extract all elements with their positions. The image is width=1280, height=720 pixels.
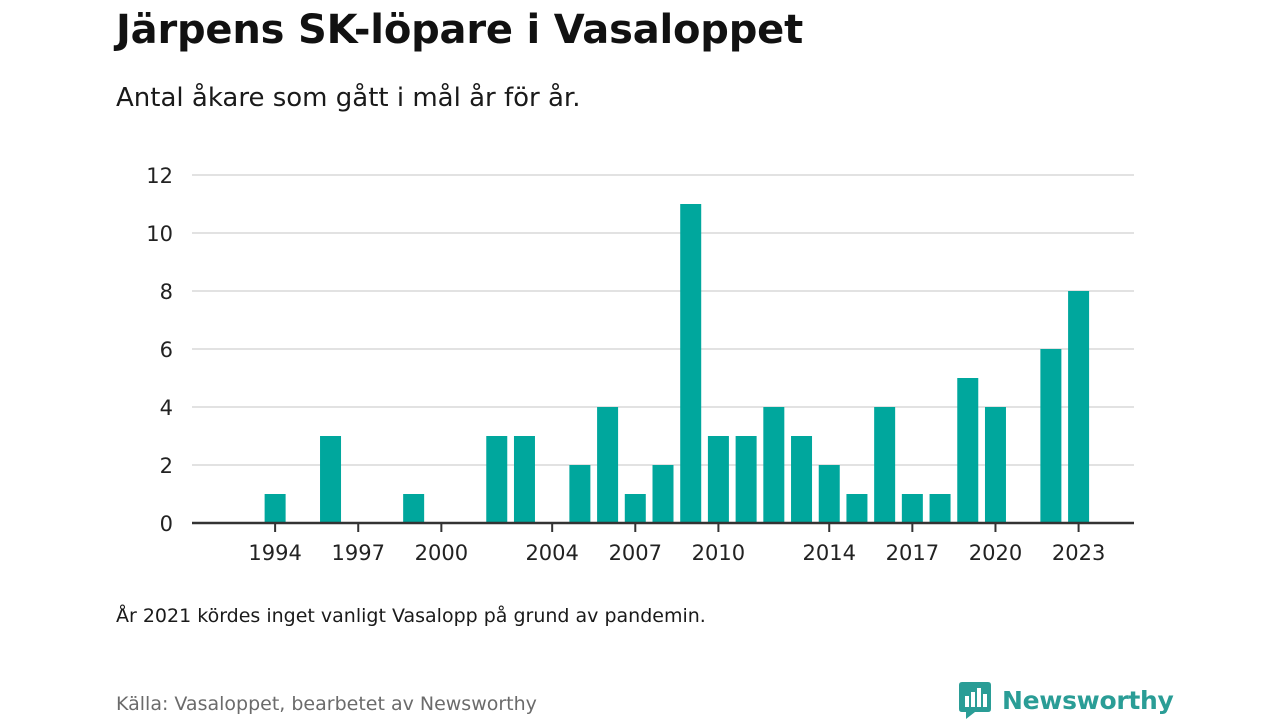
bar-2008 bbox=[652, 465, 674, 523]
x-tick-label-1994: 1994 bbox=[248, 541, 301, 565]
source-credit: Källa: Vasaloppet, bearbetet av Newswort… bbox=[116, 693, 537, 715]
bar-2018 bbox=[929, 494, 951, 523]
x-tick-label-2004: 2004 bbox=[525, 541, 578, 565]
y-tick-label-6: 6 bbox=[160, 338, 173, 362]
bar-2019 bbox=[957, 378, 979, 523]
bar-2009 bbox=[680, 204, 702, 523]
bar-2007 bbox=[624, 494, 646, 523]
footnote: År 2021 kördes inget vanligt Vasalopp på… bbox=[116, 605, 706, 627]
y-tick-label-2: 2 bbox=[160, 454, 173, 478]
bar-2015 bbox=[846, 494, 868, 523]
chart-subtitle: Antal åkare som gått i mål år för år. bbox=[116, 83, 581, 113]
bar-2023 bbox=[1068, 291, 1090, 523]
bars bbox=[264, 204, 1090, 523]
x-tick-label-2014: 2014 bbox=[803, 541, 856, 565]
bar-1994 bbox=[264, 494, 286, 523]
x-axis-ticks bbox=[274, 523, 1080, 532]
x-tick-label-2020: 2020 bbox=[969, 541, 1022, 565]
y-tick-label-8: 8 bbox=[160, 280, 173, 304]
bar-2011 bbox=[735, 436, 757, 523]
x-tick-label-2023: 2023 bbox=[1052, 541, 1105, 565]
bar-2017 bbox=[901, 494, 923, 523]
bar-2013 bbox=[791, 436, 813, 523]
bar-2012 bbox=[763, 407, 785, 523]
y-tick-label-10: 10 bbox=[146, 222, 173, 246]
x-tick-label-2007: 2007 bbox=[609, 541, 662, 565]
y-tick-label-12: 12 bbox=[146, 164, 173, 188]
newsworthy-logo-icon bbox=[959, 682, 991, 719]
bar-2016 bbox=[874, 407, 896, 523]
bar-2002 bbox=[486, 436, 508, 523]
bar-2006 bbox=[597, 407, 619, 523]
x-tick-label-2017: 2017 bbox=[886, 541, 939, 565]
x-tick-label-2000: 2000 bbox=[415, 541, 468, 565]
x-axis-labels: 1994 1997 2000 2004 2007 2010 2014 2017 2020 2023 bbox=[248, 541, 1105, 565]
bar-2020 bbox=[984, 407, 1006, 523]
bar-1999 bbox=[403, 494, 425, 523]
y-tick-label-4: 4 bbox=[160, 396, 173, 420]
bar-2003 bbox=[513, 436, 535, 523]
y-axis-labels: 0 2 4 6 8 10 12 bbox=[146, 164, 173, 536]
bar-chart: 0 2 4 6 8 10 12 1994 1997 2000 2004 2007 2010 2014 20… bbox=[146, 164, 1134, 565]
x-tick-label-1997: 1997 bbox=[332, 541, 385, 565]
newsworthy-logo-text: Newsworthy bbox=[1002, 685, 1174, 715]
bar-2010 bbox=[707, 436, 729, 523]
bar-1996 bbox=[320, 436, 342, 523]
x-tick-label-2010: 2010 bbox=[692, 541, 745, 565]
y-tick-label-0: 0 bbox=[160, 512, 173, 536]
bar-2022 bbox=[1040, 349, 1062, 523]
newsworthy-logo: Newsworthy bbox=[958, 678, 1174, 720]
chart-title: Järpens SK-löpare i Vasaloppet bbox=[116, 7, 804, 53]
bar-2014 bbox=[818, 465, 840, 523]
bar-2005 bbox=[569, 465, 591, 523]
